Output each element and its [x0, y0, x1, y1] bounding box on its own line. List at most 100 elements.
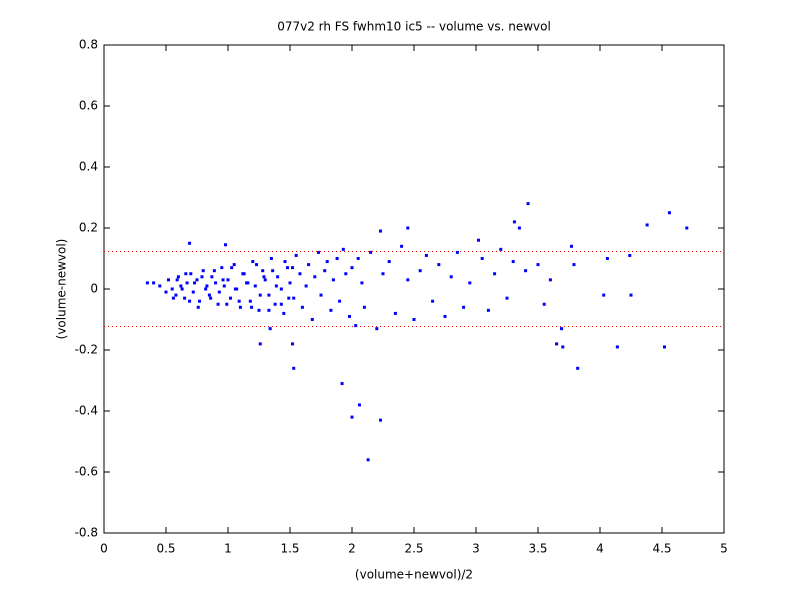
point [406, 226, 410, 230]
point [449, 275, 453, 279]
point [276, 275, 280, 279]
point [350, 266, 354, 270]
point [183, 296, 187, 300]
x-axis-label: (volume+newvol)/2 [355, 568, 473, 582]
point [274, 284, 278, 288]
point [379, 229, 383, 233]
point [279, 302, 283, 306]
y-tick-label: 0.6 [79, 99, 98, 113]
point [228, 296, 232, 300]
point [287, 296, 291, 300]
x-tick-label: 2 [348, 542, 356, 556]
point [221, 278, 225, 282]
y-tick-label: 0 [90, 282, 98, 296]
point [524, 269, 528, 273]
x-tick-label: 0.5 [156, 542, 175, 556]
point [145, 281, 149, 285]
point [212, 269, 216, 273]
point [468, 281, 472, 285]
point [292, 366, 296, 370]
point [267, 293, 271, 297]
point [220, 266, 224, 270]
point [207, 293, 211, 297]
point [536, 263, 540, 267]
x-tick-label: 4 [596, 542, 604, 556]
point [576, 366, 580, 370]
point [258, 342, 262, 346]
point [255, 263, 259, 267]
y-tick-label: -0.6 [75, 465, 98, 479]
point [317, 250, 321, 254]
point [602, 293, 606, 297]
point [331, 278, 335, 282]
point [572, 263, 576, 267]
point [443, 314, 447, 318]
y-tick-label: -0.8 [75, 526, 98, 540]
x-tick-label: 5 [720, 542, 728, 556]
point [356, 257, 360, 260]
point [185, 281, 189, 285]
point [360, 281, 364, 285]
point [517, 226, 521, 230]
point [193, 281, 197, 285]
point [290, 342, 294, 346]
point [171, 296, 175, 300]
point [424, 253, 428, 257]
point [152, 281, 156, 285]
x-tick-label: 2.5 [404, 542, 423, 556]
point [323, 269, 327, 273]
point [248, 299, 252, 303]
point [279, 287, 283, 291]
point [354, 324, 358, 328]
point [511, 260, 515, 264]
point [262, 275, 266, 279]
point [462, 305, 466, 309]
y-axis-label: (volume-newvol) [55, 239, 69, 340]
point [282, 311, 286, 315]
point [357, 403, 361, 407]
point [222, 284, 226, 288]
point [197, 299, 201, 303]
point [209, 296, 213, 300]
point [400, 244, 404, 248]
point [271, 269, 275, 273]
point [210, 275, 214, 279]
point [246, 281, 250, 285]
point [258, 293, 262, 297]
point [341, 247, 345, 251]
point [290, 266, 294, 270]
point [174, 293, 178, 297]
x-tick-label: 3.5 [528, 542, 547, 556]
point [338, 299, 342, 303]
point [170, 287, 174, 291]
point [307, 263, 311, 267]
x-tick-label: 1.5 [280, 542, 299, 556]
point [362, 305, 366, 309]
point [437, 263, 441, 267]
point [188, 241, 192, 245]
point [560, 327, 564, 331]
point [237, 299, 241, 303]
point [300, 305, 304, 309]
point [431, 299, 435, 303]
point [180, 287, 184, 291]
point [238, 305, 242, 309]
point [269, 257, 273, 260]
point [224, 243, 228, 247]
point [406, 278, 410, 282]
point [369, 250, 373, 254]
point [251, 260, 255, 264]
point [412, 318, 416, 321]
point [189, 272, 193, 276]
point [267, 308, 271, 312]
point [662, 345, 666, 349]
point [250, 305, 254, 309]
point [263, 278, 267, 282]
point [418, 269, 422, 273]
point [335, 257, 339, 260]
point [455, 250, 459, 254]
x-tick-label: 3 [472, 542, 480, 556]
point [216, 302, 220, 306]
point [645, 223, 649, 227]
